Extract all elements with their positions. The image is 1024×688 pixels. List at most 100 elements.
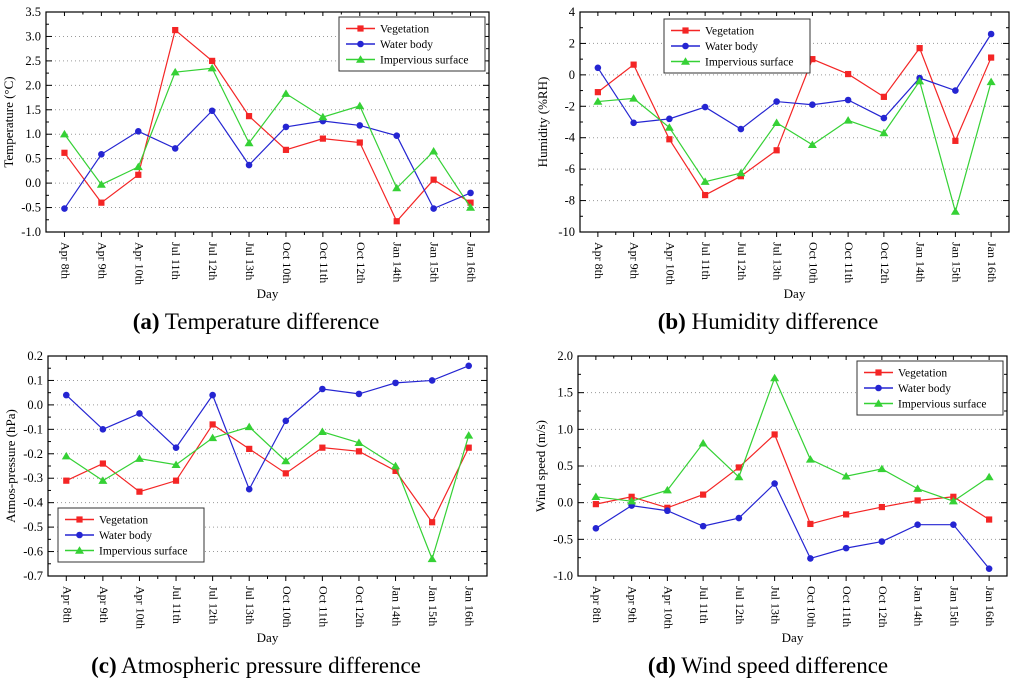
series-line-water-body — [595, 482, 990, 570]
caption-text: Atmospheric pressure difference — [116, 653, 421, 678]
data-point-water-body — [880, 114, 888, 122]
caption-text: Wind speed difference — [675, 653, 889, 678]
chart-humidity: 4 2 0 -2 -4 -6 -8 -10 Apr 8th Apr 9th Apr 10th Jul … — [535, 5, 1010, 301]
y-tick-label: 3.0 — [25, 29, 41, 43]
data-point-impervious-surface — [244, 138, 254, 147]
x-axis-title: Day — [782, 630, 804, 645]
data-point-vegetation — [465, 444, 472, 451]
data-point-impervious-surface — [96, 180, 106, 188]
data-point-vegetation — [843, 511, 850, 518]
data-point-impervious-surface — [429, 147, 439, 155]
x-tick-label: Jul 11th — [170, 586, 184, 624]
y-tick-label: 0.5 — [25, 152, 41, 166]
data-point-vegetation — [735, 464, 742, 471]
legend-marker-vegetation — [357, 25, 364, 32]
x-tick-label: Oct 12th — [876, 586, 890, 628]
data-point-water-body — [987, 30, 995, 38]
y-tick-label: 1.0 — [25, 127, 41, 141]
data-point-vegetation — [356, 139, 363, 146]
data-point-impervious-surface — [734, 472, 744, 481]
x-tick-label: Apr 10th — [661, 586, 675, 629]
data-point-water-body — [282, 417, 290, 425]
legend-label-impervious-surface: Impervious surface — [99, 546, 187, 558]
data-point-water-body — [99, 426, 107, 433]
data-point-impervious-surface — [807, 140, 817, 148]
data-point-impervious-surface — [772, 118, 782, 126]
series-line-impervious-surface — [65, 426, 470, 561]
data-point-vegetation — [319, 444, 326, 451]
y-tick-label: -8 — [565, 194, 575, 208]
series-line-vegetation — [63, 29, 471, 223]
legend-marker-impervious-surface — [681, 57, 690, 65]
data-point-impervious-surface — [843, 116, 853, 124]
series-line-water-body — [63, 109, 471, 210]
x-tick-label: Jul 12th — [733, 586, 747, 624]
legend-marker-impervious-surface — [75, 546, 84, 554]
data-point-impervious-surface — [877, 464, 887, 473]
x-axis-title: Day — [257, 630, 279, 645]
x-tick-label: Jul 13th — [771, 242, 785, 280]
y-tick-label: -0.3 — [23, 471, 43, 485]
x-tick-label: Oct 11th — [317, 242, 331, 283]
data-point-vegetation — [209, 421, 216, 428]
data-point-vegetation — [136, 488, 143, 495]
series-line-impervious-surface — [595, 376, 990, 502]
data-point-vegetation — [702, 191, 709, 199]
x-tick-label: Oct 10th — [280, 242, 294, 284]
data-point-impervious-surface — [950, 207, 960, 215]
data-point-vegetation — [392, 467, 399, 474]
x-tick-label: Oct 10th — [280, 586, 294, 628]
data-point-vegetation — [809, 56, 816, 63]
series-line-vegetation — [66, 423, 470, 524]
x-tick-label: Apr 10th — [663, 242, 677, 285]
data-point-water-body — [735, 514, 743, 522]
data-point-vegetation — [319, 135, 326, 142]
x-tick-label: Oct 12th — [354, 242, 368, 284]
data-point-vegetation — [952, 137, 959, 144]
panel-windspeed: 2.0 1.5 1.0 0.5 0.0 -0.5 -1.0 Apr 8th Apr 9th Apr… — [512, 344, 1024, 688]
data-point-impervious-surface — [427, 554, 437, 563]
x-tick-label: Jul 12th — [735, 242, 749, 280]
data-point-water-body — [134, 127, 142, 135]
data-point-impervious-surface — [207, 63, 217, 72]
data-point-vegetation — [245, 113, 253, 120]
data-point-water-body — [809, 101, 816, 109]
data-point-impervious-surface — [984, 472, 994, 481]
data-point-water-body — [245, 485, 253, 493]
data-point-water-body — [771, 480, 778, 487]
caption-index: (b) — [657, 309, 686, 334]
data-point-water-body — [666, 115, 673, 123]
data-point-vegetation — [135, 171, 142, 178]
axis-frame — [577, 355, 1008, 577]
y-tick-label: -0.5 — [21, 201, 41, 215]
x-tick-label: Oct 12th — [353, 586, 367, 628]
data-point-water-body — [136, 410, 143, 417]
axis-frame — [45, 11, 490, 233]
x-tick-label: Jan 15th — [947, 586, 961, 626]
data-point-water-body — [844, 96, 852, 104]
x-tick-label: Jan 16th — [983, 586, 997, 626]
data-point-impervious-surface — [281, 456, 291, 465]
x-tick-label: Apr 10th — [132, 242, 146, 285]
data-point-water-body — [392, 379, 399, 387]
data-point-vegetation — [628, 493, 635, 500]
y-tick-label: 2.5 — [25, 54, 41, 68]
data-point-vegetation — [172, 26, 179, 34]
data-point-water-body — [245, 161, 253, 169]
x-tick-label: Jan 14th — [912, 586, 926, 626]
x-axis-title: Day — [784, 286, 806, 301]
legend-label-impervious-surface: Impervious surface — [705, 57, 793, 69]
caption-index: (a) — [132, 309, 160, 334]
data-point-impervious-surface — [354, 438, 364, 446]
data-point-water-body — [467, 189, 474, 197]
data-point-vegetation — [282, 146, 290, 153]
legend-label-impervious-surface: Impervious surface — [898, 399, 986, 411]
data-point-vegetation — [592, 501, 599, 508]
data-point-vegetation — [807, 520, 814, 528]
y-tick-label: -4 — [565, 131, 576, 145]
data-point-water-body — [773, 98, 780, 105]
y-tick-label: -1.0 — [553, 569, 573, 583]
data-point-impervious-surface — [59, 129, 69, 138]
data-point-impervious-surface — [464, 431, 474, 439]
chart-windspeed: 2.0 1.5 1.0 0.5 0.0 -0.5 -1.0 Apr 8th Apr 9th Apr… — [533, 349, 1008, 645]
